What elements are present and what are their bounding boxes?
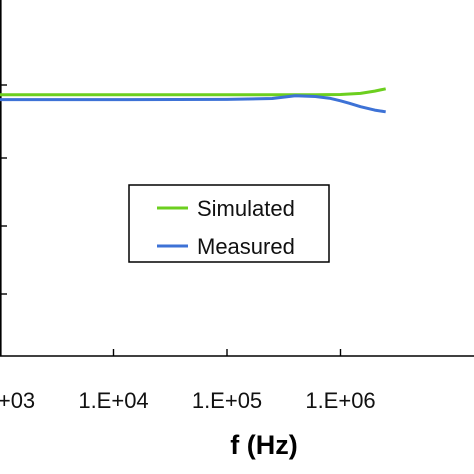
x-tick-label-1: 1.E+04 (78, 388, 148, 413)
series-lines (0, 87, 387, 114)
legend-label-measured: Measured (197, 234, 295, 259)
x-tick-label-2: 1.E+05 (192, 388, 262, 413)
series-line-measured (0, 94, 386, 114)
x-ticks: 1.E+03 1.E+04 1.E+05 1.E+06 (0, 349, 376, 413)
legend-box (128, 184, 330, 263)
plot-axes (0, 0, 474, 357)
legend: Simulated Measured (128, 184, 330, 263)
x-tick-label-3: 1.E+06 (305, 388, 375, 413)
legend-label-simulated: Simulated (197, 196, 295, 221)
series-line-simulated (0, 87, 387, 97)
x-tick-label-0: 1.E+03 (0, 388, 35, 413)
x-axis-title: f (Hz) (230, 430, 297, 460)
